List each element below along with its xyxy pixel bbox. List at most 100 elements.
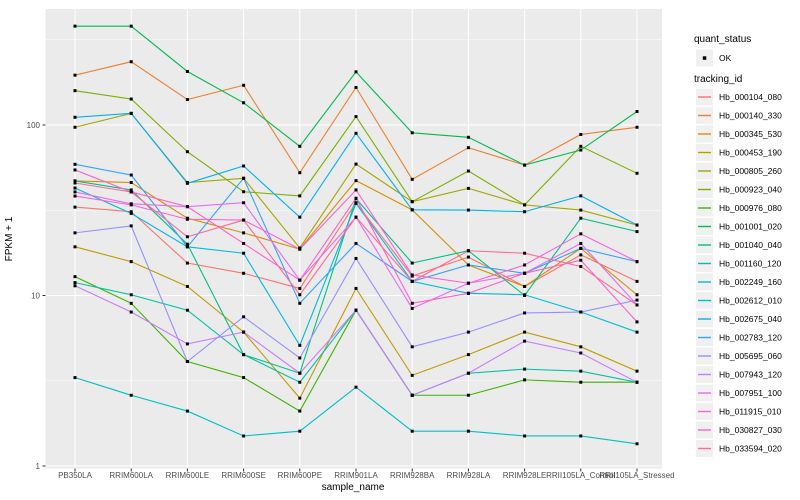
legend-label: Hb_007951_100 [719, 388, 782, 398]
data-point [354, 162, 358, 166]
x-tick-label: RRIM600LE [166, 471, 210, 480]
data-point [185, 69, 189, 73]
data-point [73, 73, 77, 77]
data-point [242, 271, 246, 275]
x-tick-label: RRII105LA_Control [546, 471, 616, 480]
x-tick-label: RRIM600LA [109, 471, 153, 480]
legend-label: Hb_000976_080 [719, 203, 782, 213]
axes-layer: 1 10 100 PB350LA RRIM600LA RRIM600LE RRIM600SE… [27, 121, 675, 480]
legend-item-Hb_000976_080: Hb_000976_080 [696, 199, 782, 217]
data-point [242, 330, 246, 334]
data-point [523, 203, 527, 207]
data-point [73, 89, 77, 93]
series-lines-layer [73, 24, 639, 446]
legend-label: Hb_000923_040 [719, 185, 782, 195]
data-point [410, 429, 414, 433]
data-point [410, 177, 414, 181]
data-point [242, 201, 246, 205]
data-point [73, 376, 77, 380]
data-point [466, 208, 470, 212]
data-point [635, 125, 639, 129]
data-point [242, 101, 246, 105]
data-point [73, 284, 77, 288]
data-point [410, 261, 414, 265]
x-tick-label: RRIM928LA [447, 471, 491, 480]
data-point [73, 281, 77, 285]
legend-label: Hb_000805_260 [719, 166, 782, 176]
data-point [466, 249, 470, 253]
data-point [410, 273, 414, 277]
tracking-id-legend-items: Hb_000104_080 Hb_000140_330 Hb_000345_530 H… [696, 88, 782, 457]
data-point [185, 284, 189, 288]
data-point [298, 343, 302, 347]
data-point [129, 310, 133, 314]
data-point [185, 205, 189, 209]
data-point [242, 376, 246, 380]
legend-label: Hb_033594_020 [719, 444, 782, 454]
data-point [635, 330, 639, 334]
data-point [635, 279, 639, 283]
data-point [410, 393, 414, 397]
data-point [466, 371, 470, 375]
ok-point-icon [702, 56, 707, 60]
data-point [129, 173, 133, 177]
x-tick-label: RRIM600PE [278, 471, 322, 480]
data-point [129, 203, 133, 207]
data-point [579, 264, 583, 268]
data-point [73, 162, 77, 166]
data-point [579, 132, 583, 136]
data-point [185, 245, 189, 249]
data-point [298, 278, 302, 282]
legend-item-Hb_000104_080: Hb_000104_080 [696, 88, 782, 106]
legend-label: Hb_002612_010 [719, 296, 782, 306]
legend-item-Hb_007951_100: Hb_007951_100 [696, 384, 782, 402]
data-point [73, 194, 77, 198]
data-point [410, 301, 414, 305]
data-point [635, 171, 639, 175]
data-point [242, 164, 246, 168]
data-point [354, 286, 358, 290]
data-point [298, 356, 302, 360]
data-point [129, 24, 133, 28]
data-point [298, 371, 302, 375]
data-point [579, 246, 583, 250]
data-point [354, 241, 358, 245]
data-point [354, 308, 358, 312]
data-point [579, 194, 583, 198]
legend-item-Hb_011915_010: Hb_011915_010 [696, 403, 782, 420]
legend-label: Hb_005695_060 [719, 351, 782, 361]
data-point [579, 232, 583, 236]
y-axis-title: FPKM + 1 [4, 216, 15, 261]
data-point [579, 253, 583, 257]
data-point [635, 320, 639, 324]
legend-item-Hb_002783_120: Hb_002783_120 [696, 329, 782, 346]
data-point [635, 380, 639, 384]
legend-title-tracking-id: tracking_id [694, 74, 742, 85]
data-point [73, 245, 77, 249]
y-tick-label: 10 [31, 292, 40, 301]
data-point [635, 109, 639, 113]
data-point [129, 111, 133, 115]
data-point [410, 345, 414, 349]
data-point [129, 97, 133, 101]
data-point [185, 360, 189, 364]
data-point [354, 256, 358, 260]
data-point [185, 150, 189, 154]
legend-item-Hb_005695_060: Hb_005695_060 [696, 347, 782, 365]
data-point [129, 210, 133, 214]
data-point [129, 188, 133, 192]
data-point [185, 242, 189, 246]
data-point [129, 224, 133, 228]
data-point [298, 171, 302, 175]
data-point [185, 342, 189, 346]
data-point [579, 208, 583, 212]
legend-item-Hb_002675_040: Hb_002675_040 [696, 310, 782, 328]
legend-item-quant-status-ok: OK [696, 49, 732, 67]
legend-label: Hb_011915_010 [719, 407, 782, 417]
legend-label: Hb_002675_040 [719, 314, 782, 324]
legend-label: Hb_002249_160 [719, 277, 782, 287]
data-point [73, 205, 77, 209]
data-point [242, 231, 246, 235]
